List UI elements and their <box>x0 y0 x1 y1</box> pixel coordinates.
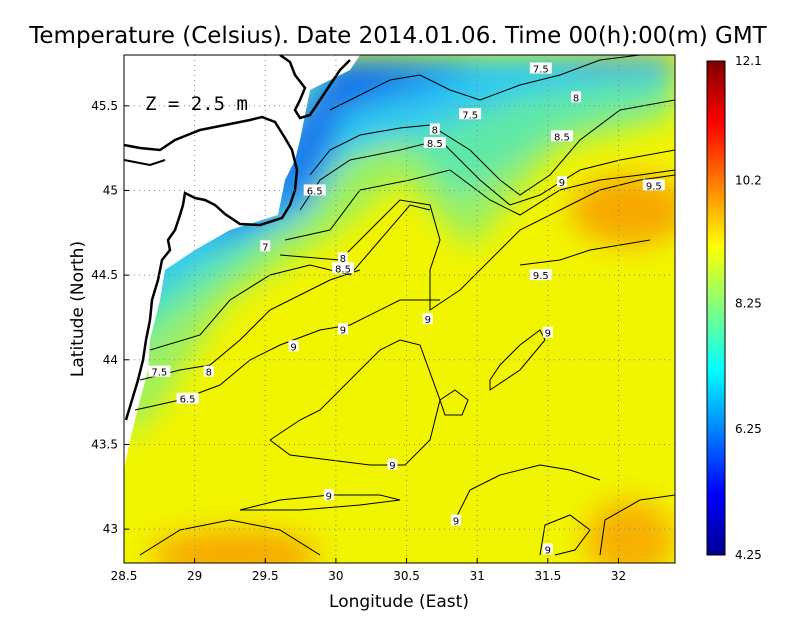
contour-label: 9 <box>545 545 551 556</box>
contour-label-bg <box>429 123 440 135</box>
y-tick-label: 45 <box>103 183 118 197</box>
contour-label-bg <box>148 365 171 377</box>
contour-label: 8 <box>573 93 579 104</box>
contour-label-bg <box>459 108 482 120</box>
contour-label: 9 <box>290 342 296 353</box>
plot-frame <box>123 54 676 564</box>
contour-label-bg <box>323 489 334 501</box>
contour-label-bg <box>288 340 299 352</box>
contour-label-bg <box>422 313 433 325</box>
y-tick-label: 43.5 <box>91 437 118 451</box>
contour-label-bg <box>260 240 271 252</box>
contour-label: 8 <box>206 368 212 379</box>
x-axis-label: Longitude (East) <box>329 592 469 612</box>
x-tick-label: 31.5 <box>534 569 561 583</box>
x-tick-label: 31 <box>470 569 485 583</box>
contour-label: 9 <box>545 329 551 340</box>
y-tick-label: 44.5 <box>91 268 118 282</box>
colorbar-tick-label: 10.2 <box>735 174 762 188</box>
contour-label-bg <box>423 137 446 149</box>
contour-label-bg <box>529 62 552 74</box>
contour-label-bg <box>451 514 462 526</box>
contour-label: 6.5 <box>180 395 196 406</box>
contour-label: 8.5 <box>427 139 443 150</box>
contour-label-bg <box>176 392 199 404</box>
contour-label-bg <box>550 130 573 142</box>
contour-label-bg <box>303 184 326 196</box>
grid-lines <box>124 55 675 563</box>
contour-label: 7.5 <box>462 110 478 121</box>
contour-label: 9 <box>559 178 565 189</box>
contour-label-bg <box>203 365 214 377</box>
contour-label-bg <box>337 323 348 335</box>
contour-label-bg <box>387 458 398 470</box>
contour-label-bg <box>529 269 552 281</box>
contour-label: 8.5 <box>335 264 351 275</box>
contour-label: 9.5 <box>646 181 662 192</box>
contour-label: 9 <box>326 491 332 502</box>
depth-annotation: Z = 2.5 m <box>145 93 248 115</box>
land-mask <box>124 55 360 470</box>
colorbar-tick-label: 6.25 <box>735 422 762 436</box>
chart-title: Temperature (Celsius). Date 2014.01.06. … <box>28 23 767 49</box>
y-tick-label: 43 <box>103 522 118 536</box>
colorbar <box>706 60 726 556</box>
x-tick-label: 28.5 <box>111 569 138 583</box>
contour-label-bg <box>331 262 354 274</box>
colorbar-tick-label: 4.25 <box>735 548 762 562</box>
contour-label: 7.5 <box>533 65 549 76</box>
contour-label: 9 <box>425 315 431 326</box>
contour-label: 9 <box>340 325 346 336</box>
contour-label-bg <box>542 543 553 555</box>
x-axis-ticks: 28.5 29 29.5 30 30.5 31 31.5 32 <box>111 558 626 583</box>
colorbar-tick-label: 8.25 <box>735 296 762 310</box>
x-tick-label: 30.5 <box>393 569 420 583</box>
contour-label: 7.5 <box>151 368 167 379</box>
x-tick-label: 29.5 <box>252 569 279 583</box>
y-tick-label: 45.5 <box>91 99 118 113</box>
coastline <box>124 115 299 421</box>
contour-label: 8 <box>432 126 438 137</box>
colorbar-ticks: 12.1 10.2 8.25 6.25 4.25 <box>735 54 762 562</box>
contour-label: 9.5 <box>533 271 549 282</box>
contour-label-bg <box>556 176 567 187</box>
contour-label: 7 <box>262 242 268 253</box>
contour-label-bg <box>337 252 348 264</box>
contour-label: 8.5 <box>554 132 570 143</box>
contour-label: 9 <box>453 517 459 528</box>
contour-label-bg <box>571 91 582 103</box>
x-tick-label: 32 <box>611 569 626 583</box>
x-tick-label: 30 <box>328 569 343 583</box>
y-axis-label: Latitude (North) <box>68 241 88 377</box>
contour-label-bg <box>642 179 665 191</box>
contour-label: 8 <box>340 254 346 265</box>
colorbar-tick-label: 12.1 <box>735 54 762 68</box>
contour-label: 6.5 <box>307 186 323 197</box>
contour-label: 9 <box>389 461 395 472</box>
y-tick-label: 44 <box>103 353 118 367</box>
x-tick-label: 29 <box>187 569 202 583</box>
contour-label-bg <box>542 326 553 338</box>
y-axis-ticks: 43 43.5 44 44.5 45 45.5 <box>91 99 129 536</box>
